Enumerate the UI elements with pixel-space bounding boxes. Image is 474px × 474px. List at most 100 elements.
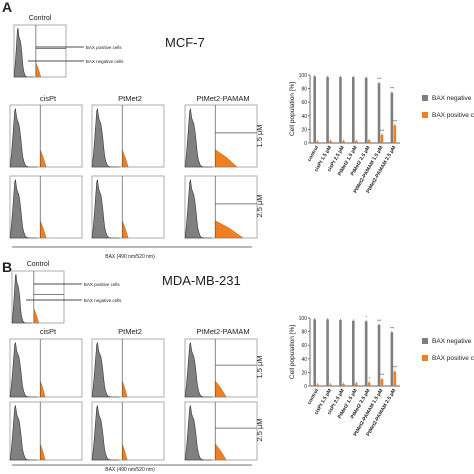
bar (390, 92, 394, 143)
row-label: 2.5 μM (255, 418, 264, 441)
bar (390, 332, 394, 386)
annot-positive: BAX positive cells (86, 45, 123, 50)
y-tick-label: 100 (299, 316, 308, 322)
histogram-curve (184, 405, 213, 461)
bar (339, 77, 342, 143)
sample-label: PtMet2-PAMAM (196, 94, 249, 103)
histogram-curve (13, 28, 34, 78)
histogram-curve (91, 405, 120, 461)
row-label: 1.5 μM (255, 355, 264, 378)
bar (380, 379, 384, 386)
y-tick-label: 0 (304, 141, 307, 147)
y-tick-label: 40 (301, 114, 307, 120)
significance-label: *** (393, 119, 398, 123)
legend-swatch (422, 95, 428, 101)
legend-label: BAX negative (432, 338, 472, 345)
bar (342, 140, 345, 143)
bar (364, 77, 368, 143)
bar (313, 319, 317, 386)
y-tick-label: 80 (301, 87, 307, 93)
bar (355, 140, 358, 143)
control-label: Control (29, 15, 52, 22)
panel-b: B Control BAX positive cells BAX negative c… (2, 259, 474, 473)
histogram-curve (11, 274, 32, 324)
legend-swatch (422, 355, 428, 361)
bar (326, 77, 329, 143)
sample-label: PtMet2 (118, 94, 142, 103)
y-tick-label: 40 (301, 357, 307, 363)
significance-label: *** (390, 87, 395, 91)
x-axis-label: BAX (490 nm/520 nm) (105, 467, 155, 473)
bar (316, 384, 320, 386)
y-tick-label: 20 (301, 127, 307, 133)
y-tick-label: 80 (301, 330, 307, 336)
sample-label: cisPt (40, 94, 57, 103)
bar (377, 83, 381, 143)
sample-label: cisPt (40, 327, 57, 336)
control-label: Control (27, 261, 50, 268)
bar (313, 76, 317, 143)
histogram-curve (9, 342, 38, 398)
bar (316, 141, 320, 143)
histogram-curve (91, 108, 120, 168)
bar (393, 371, 397, 386)
y-tick-label: 20 (301, 370, 307, 376)
histogram-curve (9, 405, 38, 461)
significance-label: *** (377, 77, 382, 81)
cell-line-label: MDA-MB-231 (162, 273, 241, 288)
bar (355, 383, 358, 386)
significance-label: *** (380, 373, 385, 377)
row-label: 2.5 μM (255, 194, 264, 217)
bar (326, 319, 329, 386)
y-tick-label: 60 (301, 343, 307, 349)
y-tick-label: 100 (299, 73, 308, 79)
histogram-curve (91, 342, 120, 398)
histogram-curve (91, 179, 120, 239)
histogram-curve (184, 179, 213, 239)
annot-negative: BAX negative cells (86, 59, 124, 64)
bar (364, 321, 368, 386)
y-axis-label: Cell population [%] (289, 82, 296, 136)
legend-label: BAX negative (432, 95, 472, 102)
bar (339, 320, 342, 386)
histogram-curve (184, 108, 213, 168)
bar (393, 125, 397, 143)
legend-swatch (422, 338, 428, 344)
bar-chart: Cell population [%]020406080100controlci… (289, 73, 474, 194)
legend-swatch (422, 112, 428, 118)
y-tick-label: 0 (304, 384, 307, 390)
significance-label: *** (393, 366, 398, 370)
bar (380, 134, 384, 143)
panel-letter: A (2, 0, 12, 15)
histogram-curve (9, 108, 38, 168)
x-axis-label: BAX (490 nm/520 nm) (105, 254, 155, 260)
histogram-curve (9, 179, 38, 239)
bar-chart: Cell population [%]020406080100controlci… (289, 315, 474, 437)
histogram-frame (9, 338, 83, 398)
bar (377, 324, 381, 386)
row-label: 1.5 μM (255, 124, 264, 147)
bar (352, 77, 355, 143)
significance-label: *** (390, 326, 395, 330)
significance-label: *** (380, 129, 385, 133)
panel-a: A Control BAX positive cells BAX negative c… (2, 0, 474, 260)
sample-label: PtMet2-PAMAM (196, 327, 249, 336)
annot-negative: BAX negative cells (84, 298, 122, 303)
sample-label: PtMet2 (118, 327, 142, 336)
significance-label: * (366, 315, 368, 319)
bar (329, 140, 332, 143)
legend-label: BAX positive c (432, 355, 474, 362)
cell-line-label: MCF-7 (165, 35, 205, 50)
significance-label: *** (377, 319, 382, 323)
y-tick-label: 60 (301, 100, 307, 106)
bar (342, 383, 345, 386)
y-axis-label: Cell population [%] (289, 325, 296, 379)
histogram-curve (184, 342, 213, 398)
legend-label: BAX positive c (432, 112, 474, 119)
significance-label: * (369, 377, 371, 381)
panel-letter: B (2, 259, 12, 275)
bar (352, 320, 355, 386)
annot-positive: BAX positive cells (84, 282, 121, 287)
bar (329, 384, 332, 386)
